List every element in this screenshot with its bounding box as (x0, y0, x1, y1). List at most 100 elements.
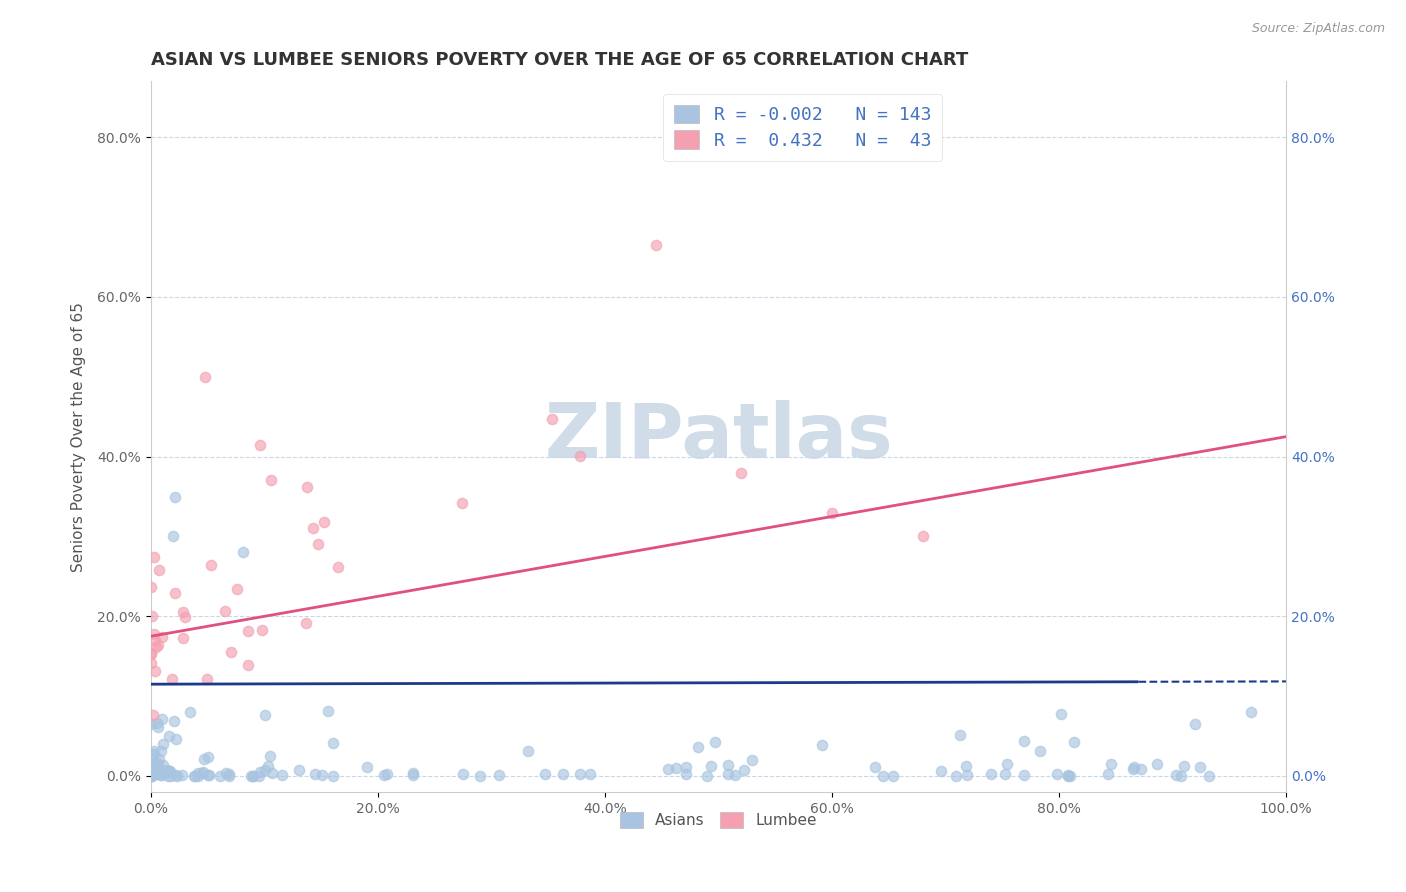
Point (1130, 762, 1153, 776)
Point (295, 480, 318, 494)
Point (1099, 757, 1122, 772)
Point (377, 766, 399, 780)
Point (821, 506, 844, 520)
Point (156, 763, 179, 777)
Point (179, 706, 201, 720)
Point (304, 767, 326, 781)
Point (149, 743, 172, 757)
Point (187, 769, 209, 783)
Point (143, 760, 166, 774)
Point (288, 764, 311, 778)
Point (238, 658, 260, 673)
Point (183, 768, 205, 782)
Point (540, 411, 562, 425)
Point (191, 765, 214, 780)
Point (259, 749, 281, 764)
Point (163, 714, 186, 728)
Text: ASIAN VS LUMBEE SENIORS POVERTY OVER THE AGE OF 65 CORRELATION CHART: ASIAN VS LUMBEE SENIORS POVERTY OVER THE… (150, 51, 969, 69)
Point (249, 765, 271, 780)
Point (145, 763, 167, 777)
Point (995, 756, 1018, 771)
Point (159, 764, 181, 778)
Point (699, 759, 721, 773)
Point (1122, 762, 1144, 776)
Point (724, 768, 747, 782)
Point (152, 764, 174, 778)
Point (1057, 769, 1080, 783)
Point (163, 490, 186, 504)
Point (994, 767, 1017, 781)
Point (322, 769, 344, 783)
Point (163, 585, 186, 599)
Point (173, 610, 195, 624)
Point (1059, 769, 1081, 783)
Point (157, 730, 180, 744)
Point (240, 769, 263, 783)
Point (150, 768, 173, 782)
Point (665, 761, 688, 775)
Point (929, 764, 952, 779)
Point (402, 765, 425, 780)
Point (242, 768, 264, 782)
Point (197, 768, 219, 782)
Point (733, 764, 755, 778)
Point (1097, 766, 1119, 780)
Point (172, 631, 194, 645)
Point (139, 764, 162, 779)
Point (208, 769, 231, 783)
Point (150, 631, 173, 645)
Point (882, 769, 904, 783)
Point (195, 673, 218, 687)
Point (141, 764, 163, 778)
Point (143, 550, 166, 565)
Point (1046, 767, 1069, 781)
Point (911, 529, 934, 543)
Point (1240, 706, 1263, 720)
Point (675, 760, 697, 774)
Point (1198, 769, 1220, 783)
Point (145, 715, 167, 730)
Point (162, 529, 184, 543)
Point (373, 767, 395, 781)
Point (1012, 768, 1035, 782)
Point (141, 769, 163, 783)
Point (198, 768, 221, 782)
Point (170, 768, 193, 782)
Point (146, 719, 169, 733)
Point (863, 759, 886, 773)
Point (1184, 716, 1206, 731)
Point (872, 769, 894, 783)
Point (249, 438, 271, 452)
Point (468, 769, 491, 783)
Point (356, 760, 378, 774)
Point (142, 767, 165, 781)
Point (534, 767, 557, 781)
Point (657, 762, 679, 776)
Point (221, 645, 243, 659)
Point (1050, 706, 1073, 721)
Point (194, 369, 217, 384)
Point (214, 604, 236, 618)
Point (165, 731, 187, 746)
Point (145, 767, 167, 781)
Point (568, 767, 591, 781)
Point (148, 563, 170, 577)
Point (143, 665, 166, 679)
Point (218, 766, 240, 780)
Point (1188, 760, 1211, 774)
Point (143, 627, 166, 641)
Point (187, 765, 209, 780)
Point (148, 765, 170, 780)
Point (488, 768, 510, 782)
Point (1170, 768, 1192, 782)
Point (139, 758, 162, 772)
Point (301, 520, 323, 534)
Point (145, 632, 167, 647)
Point (949, 728, 972, 742)
Point (139, 764, 162, 779)
Point (218, 769, 240, 783)
Point (451, 496, 474, 510)
Point (318, 704, 340, 718)
Point (717, 767, 740, 781)
Point (945, 769, 967, 783)
